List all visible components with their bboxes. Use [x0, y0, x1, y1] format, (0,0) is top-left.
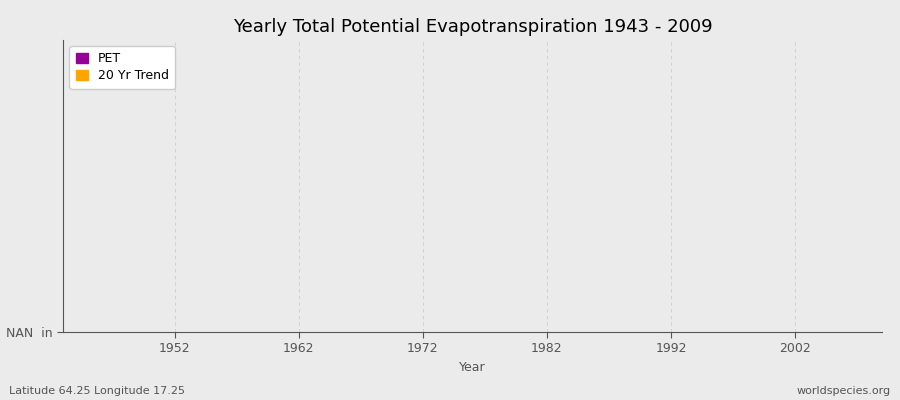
X-axis label: Year: Year — [459, 361, 486, 374]
Title: Yearly Total Potential Evapotranspiration 1943 - 2009: Yearly Total Potential Evapotranspiratio… — [233, 18, 712, 36]
Legend: PET, 20 Yr Trend: PET, 20 Yr Trend — [69, 46, 176, 88]
Text: worldspecies.org: worldspecies.org — [796, 386, 891, 396]
Text: Latitude 64.25 Longitude 17.25: Latitude 64.25 Longitude 17.25 — [9, 386, 185, 396]
